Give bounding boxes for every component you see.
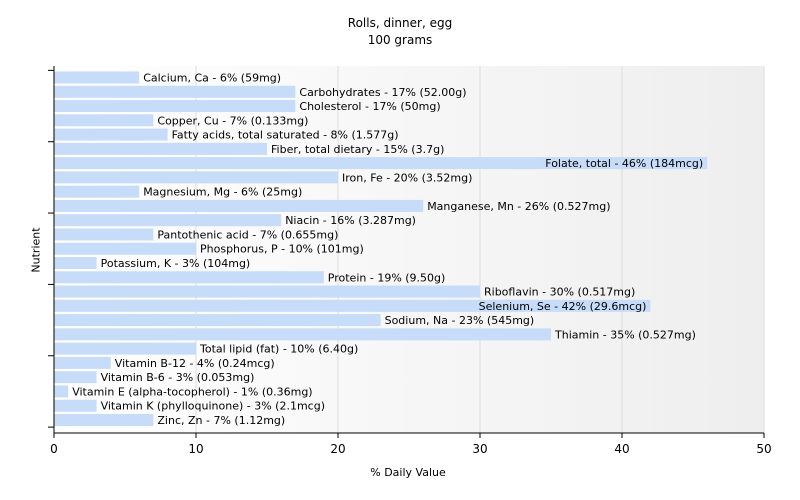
data-label: Fatty acids, total saturated - 8% (1.577… xyxy=(172,129,399,142)
data-label: Vitamin E (alpha-tocopherol) - 1% (0.36m… xyxy=(72,385,312,398)
data-label: Manganese, Mn - 26% (0.527mg) xyxy=(427,200,610,213)
data-label: Folate, total - 46% (184mcg) xyxy=(545,157,703,170)
bar xyxy=(54,257,97,270)
bar xyxy=(54,185,140,198)
data-label: Total lipid (fat) - 10% (6.40g) xyxy=(199,343,358,356)
data-label: Sodium, Na - 23% (545mg) xyxy=(385,314,535,327)
data-label: Zinc, Zn - 7% (1.12mg) xyxy=(157,414,285,427)
bar xyxy=(54,242,196,255)
bar xyxy=(54,385,69,398)
data-label: Niacin - 16% (3.287mg) xyxy=(285,214,416,227)
x-tick-label: 10 xyxy=(188,442,203,456)
bar xyxy=(54,399,97,412)
bar xyxy=(54,171,338,184)
bar xyxy=(54,100,296,113)
y-axis-label: Nutrient xyxy=(29,227,43,273)
bar xyxy=(54,371,97,384)
x-tick-label: 0 xyxy=(50,442,58,456)
data-label: Vitamin B-6 - 3% (0.053mg) xyxy=(101,371,255,384)
data-label: Fiber, total dietary - 15% (3.7g) xyxy=(271,143,444,156)
data-label: Thiamin - 35% (0.527mg) xyxy=(554,328,696,341)
data-label: Iron, Fe - 20% (3.52mg) xyxy=(342,171,472,184)
x-tick-label: 30 xyxy=(472,442,487,456)
data-label: Calcium, Ca - 6% (59mg) xyxy=(143,72,281,85)
x-tick-label: 20 xyxy=(330,442,345,456)
x-tick-label: 40 xyxy=(614,442,629,456)
data-label: Vitamin B-12 - 4% (0.24mcg) xyxy=(115,357,275,370)
data-label: Protein - 19% (9.50g) xyxy=(328,271,446,284)
bar xyxy=(54,328,551,341)
bar xyxy=(54,285,480,298)
data-label: Selenium, Se - 42% (29.6mcg) xyxy=(479,300,647,313)
bar xyxy=(54,356,111,369)
data-label: Magnesium, Mg - 6% (25mg) xyxy=(143,186,302,199)
data-label: Phosphorus, P - 10% (101mg) xyxy=(200,243,364,256)
data-label: Potassium, K - 3% (104mg) xyxy=(101,257,251,270)
bar xyxy=(54,228,154,241)
data-label: Cholesterol - 17% (50mg) xyxy=(299,100,440,113)
bar xyxy=(54,71,140,84)
bar xyxy=(54,142,267,155)
x-tick-label: 50 xyxy=(756,442,771,456)
bar xyxy=(54,314,381,327)
data-label: Pantothenic acid - 7% (0.655mg) xyxy=(157,228,338,241)
data-label: Riboflavin - 30% (0.517mg) xyxy=(484,286,635,299)
x-axis-label: % Daily Value xyxy=(370,466,446,479)
data-label: Copper, Cu - 7% (0.133mg) xyxy=(157,114,308,127)
bar xyxy=(54,157,708,170)
chart-title: Rolls, dinner, egg xyxy=(347,16,453,30)
data-label: Vitamin K (phylloquinone) - 3% (2.1mcg) xyxy=(101,400,325,413)
bar xyxy=(54,214,282,227)
bar xyxy=(54,85,296,98)
bar xyxy=(54,299,651,312)
bar xyxy=(54,271,324,284)
bar xyxy=(54,413,154,426)
bar xyxy=(54,128,168,141)
chart-subtitle: 100 grams xyxy=(367,33,433,47)
bar xyxy=(54,199,424,212)
data-label: Carbohydrates - 17% (52.00g) xyxy=(299,86,466,99)
bar xyxy=(54,114,154,127)
bar xyxy=(54,342,196,355)
